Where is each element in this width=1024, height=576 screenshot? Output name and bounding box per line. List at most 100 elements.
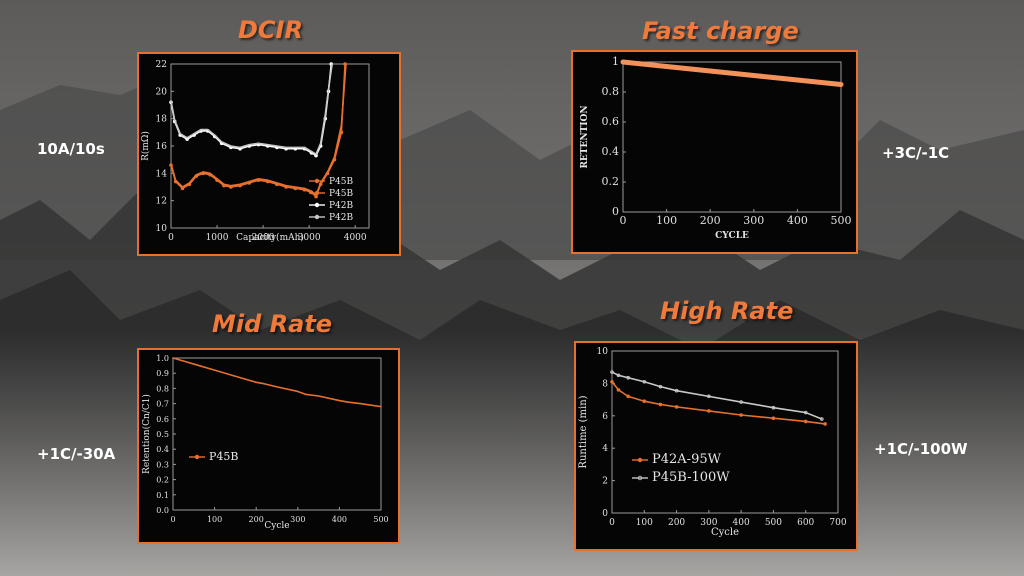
high_rate-legend-marker (637, 457, 643, 463)
mid-rate-title: Mid Rate (212, 310, 333, 338)
high-rate-condition: +1C/-100W (874, 440, 968, 458)
fast_charge-y-tick-label: 0.6 (602, 115, 620, 128)
mid_rate-y-tick-label: 0.1 (156, 491, 169, 500)
high_rate-series-1-point (803, 410, 808, 415)
dcir-legend-label: P45B (329, 189, 354, 199)
high_rate-x-tick-label: 700 (829, 518, 846, 528)
dcir-legend-label: P42B (329, 201, 354, 211)
dcir-x-tick-label: 4000 (344, 233, 367, 243)
high_rate-series-1-point (616, 373, 621, 378)
high_rate-y-tick-label: 10 (597, 347, 609, 357)
mid-rate-panel: 0 100 200 300 400 500 0.0 0.1 0.2 0.3 0.4 0.5 0.6 0.7… (137, 348, 400, 544)
high_rate-plot-frame (611, 350, 839, 514)
mid-rate-condition: +1C/-30A (37, 445, 116, 463)
mid_rate-x-tick-label: 400 (332, 515, 347, 524)
dcir-legend-label: P45B (329, 177, 354, 187)
high_rate-x-tick-label: 200 (668, 518, 685, 528)
mid_rate-x-tick-label: 300 (290, 515, 305, 524)
dcir-legend-marker (314, 202, 320, 208)
high_rate-series-0-point (674, 405, 679, 409)
mid_rate-x-tick-label: 100 (207, 515, 222, 524)
mid_rate-y-tick-label: 1.0 (156, 354, 169, 363)
fast_charge-y-tick-label: 0.8 (602, 85, 620, 98)
high_rate-series-0-point (707, 409, 711, 413)
mid_rate-y-tick-label: 0.4 (156, 445, 169, 454)
mid_rate-y-tick-label: 0.6 (156, 415, 169, 424)
dcir-x-tick-label: 0 (168, 233, 174, 243)
high_rate-x-tick-label: 300 (700, 518, 717, 528)
high_rate-series-0-point (642, 399, 647, 404)
high_rate-legend-label: P42A-95W (652, 452, 722, 467)
dcir-series-line-2 (170, 63, 333, 157)
mid_rate-y-tick-label: 0.8 (156, 384, 169, 393)
high_rate-series-1-point (626, 375, 630, 380)
high_rate-series-0-point (658, 402, 663, 407)
dcir-condition: 10A/10s (37, 140, 105, 158)
high_rate-series-0-point (616, 388, 621, 392)
fast_charge-y-tick-label: 0.2 (602, 175, 620, 188)
dcir-y-axis-label: R(mΩ) (140, 131, 151, 161)
fast_charge-x-tick-label: 500 (831, 214, 852, 227)
dcir-x-axis-label: Capacity(mAh) (236, 232, 304, 243)
dcir-y-tick-label: 18 (156, 115, 168, 125)
mid_rate-legend-label: P45B (209, 450, 238, 463)
fast-charge-title: Fast charge (642, 17, 799, 45)
high_rate-series-0-point (771, 416, 776, 421)
dcir-x-tick-label: 1000 (206, 233, 229, 243)
high_rate-series-1-point (707, 394, 711, 399)
high_rate-series-1-point (674, 388, 679, 393)
high-rate-chart: 0 100 200 300 400 500 600 700 0 2 4 6 8 10 Cycle Runtim… (578, 347, 847, 538)
high_rate-legend-marker (637, 475, 643, 481)
fast_charge-x-tick-label: 400 (787, 214, 808, 227)
high_rate-x-axis-label: Cycle (711, 527, 739, 538)
mid-rate-chart: 0 100 200 300 400 500 0.0 0.1 0.2 0.3 0.4 0.5 0.6 0.7… (141, 354, 389, 531)
mid_rate-y-tick-label: 0.0 (156, 506, 169, 515)
high_rate-series-0-point (610, 379, 614, 384)
mid_rate-y-tick-label: 0.9 (156, 369, 169, 378)
high_rate-y-axis-label: Runtime (min) (578, 395, 589, 468)
high_rate-x-tick-label: 100 (636, 518, 653, 528)
high_rate-series-0-point (739, 413, 743, 417)
dcir-chart: 0 1000 2000 3000 4000 10 12 14 16 18 20 22 Capacity(… (140, 60, 370, 243)
mid_rate-x-axis-label: Cycle (264, 521, 289, 531)
fast-charge-chart: 0 100 200 300 400 500 0 0.2 0.4 0.6 0.8 1 CYCLE RETEN… (580, 55, 852, 241)
high_rate-series-1-point (642, 379, 647, 384)
fast_charge-x-tick-label: 300 (743, 214, 764, 227)
dcir-y-tick-label: 12 (156, 197, 167, 207)
mid_rate-y-tick-label: 0.5 (156, 430, 169, 439)
mid_rate-y-tick-label: 0.3 (156, 460, 169, 469)
high_rate-series-line-1 (611, 371, 823, 420)
high_rate-y-tick-label: 6 (602, 412, 608, 422)
high_rate-legend-label: P45B-100W (652, 470, 730, 485)
fast_charge-x-tick-label: 200 (700, 214, 721, 227)
high-rate-panel: 0 100 200 300 400 500 600 700 0 2 4 6 8 10 Cycle Runtim… (574, 341, 858, 551)
mid_rate-x-tick-label: 0 (170, 515, 175, 524)
high_rate-series-1-point (610, 370, 614, 374)
dcir-legend-marker (314, 190, 320, 196)
mid_rate-y-axis-label: Retention(Cn/C1) (141, 394, 152, 474)
dcir-series-line-3 (170, 63, 333, 155)
fast-charge-condition: +3C/-1C (882, 144, 950, 162)
mid_rate-y-tick-label: 0.2 (156, 476, 169, 485)
dcir-legend-marker (314, 178, 320, 184)
dcir-title: DCIR (238, 16, 303, 44)
high_rate-y-tick-label: 8 (602, 379, 608, 389)
mid_rate-y-tick-label: 0.7 (156, 400, 169, 409)
fast_charge-series-line-0 (620, 59, 844, 87)
high-rate-title: High Rate (660, 297, 794, 325)
high_rate-series-0-point (823, 422, 827, 426)
fast_charge-x-tick-label: 0 (620, 214, 627, 227)
dcir-x-tick-label: 2000 (252, 233, 275, 243)
dcir-x-tick-label: 3000 (298, 233, 321, 243)
dcir-panel: 0 1000 2000 3000 4000 10 12 14 16 18 20 22 Capacity(… (137, 52, 401, 256)
fast_charge-plot-frame (622, 61, 842, 213)
high_rate-series-1-point (820, 417, 824, 421)
dcir-y-tick-label: 20 (156, 87, 168, 97)
fast_charge-x-axis-label: CYCLE (715, 231, 749, 241)
dcir-y-tick-label: 16 (156, 142, 168, 152)
fast_charge-y-tick-label: 0 (612, 205, 619, 218)
high_rate-y-tick-label: 0 (602, 509, 608, 519)
dcir-y-tick-label: 10 (156, 224, 168, 234)
high_rate-x-tick-label: 600 (797, 518, 814, 528)
high_rate-x-tick-label: 500 (765, 518, 782, 528)
